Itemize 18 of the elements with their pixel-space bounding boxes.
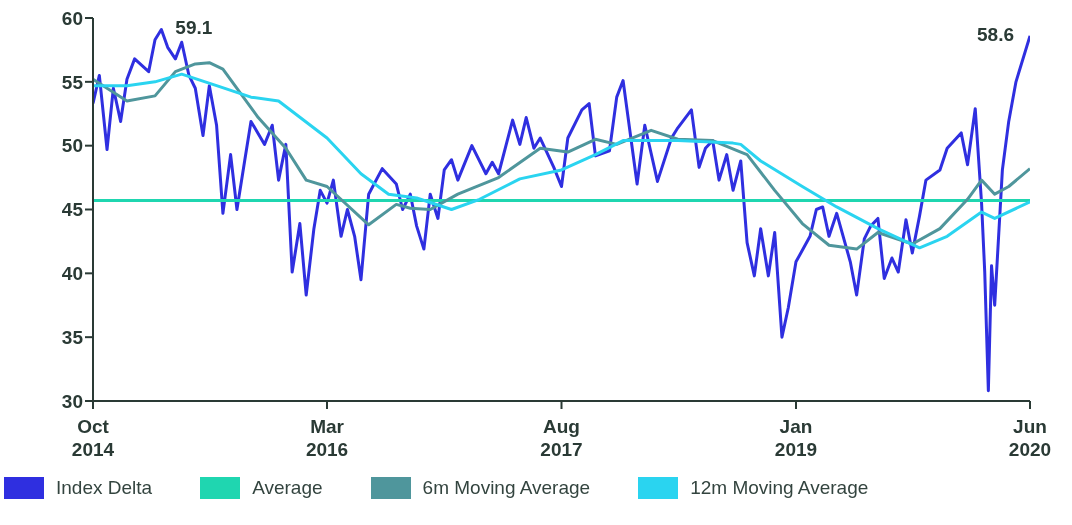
y-tick-label: 30 [61,390,83,412]
y-tick-label: 60 [61,7,83,29]
y-tick-label: 55 [61,71,84,93]
legend-label: 12m Moving Average [690,477,869,499]
x-tick-label: Jun 2020 [1008,416,1052,460]
y-tick-label: 35 [61,326,84,348]
x-tick-label: Aug 2017 [540,416,583,460]
y-tick-label: 50 [61,135,83,157]
legend-label: 6m Moving Average [422,477,591,499]
x-tick-label: Jan 2019 [774,416,818,460]
annotation: 59.1 [175,17,213,39]
y-tick-label: 40 [61,263,83,285]
legend-label: Index Delta [56,477,153,499]
annotation: 58.6 [977,23,1014,45]
x-tick-label: Oct 2014 [71,416,115,460]
x-tick-label: Mar 2016 [305,416,349,460]
legend-label: Average [252,477,323,499]
y-tick-label: 45 [61,199,84,221]
